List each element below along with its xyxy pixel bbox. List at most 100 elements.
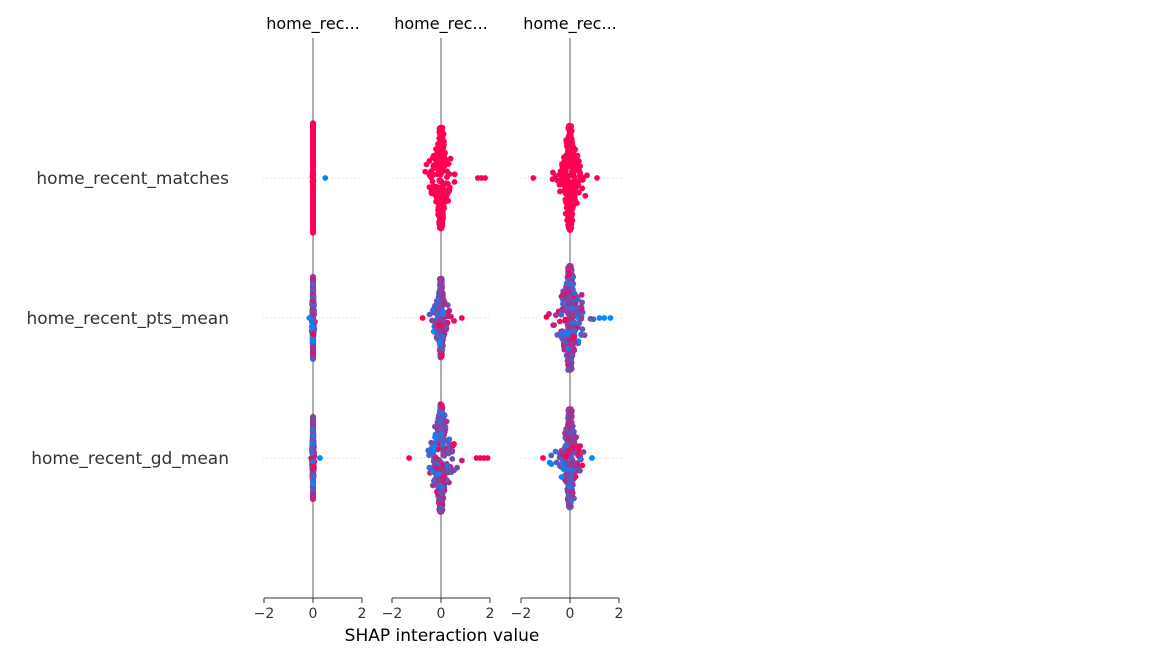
- point: [310, 281, 316, 288]
- point: [567, 281, 574, 288]
- point: [565, 288, 572, 295]
- point: [309, 426, 316, 433]
- outlier-point: [530, 175, 537, 181]
- outlier-point: [596, 315, 603, 321]
- points-home-recent-gd-mean: [406, 401, 491, 515]
- point: [438, 504, 444, 511]
- point: [564, 295, 571, 302]
- point: [441, 423, 447, 429]
- point: [446, 467, 453, 474]
- point: [587, 315, 594, 322]
- point: [565, 466, 572, 472]
- points-home-recent-gd-mean: [308, 414, 323, 503]
- point: [432, 304, 439, 310]
- point: [436, 135, 443, 142]
- point: [434, 312, 441, 319]
- x-tick-label: 0: [566, 606, 575, 622]
- feature-label-home-recent-pts-mean: home_recent_pts_mean: [26, 309, 229, 329]
- point: [435, 477, 442, 484]
- point: [428, 439, 435, 446]
- point: [564, 460, 571, 466]
- point: [441, 162, 448, 169]
- point: [571, 334, 577, 340]
- x-tick-label: −2: [254, 606, 275, 622]
- point: [451, 318, 457, 324]
- point: [550, 169, 556, 176]
- point: [573, 306, 580, 312]
- point: [573, 434, 580, 440]
- point: [310, 184, 316, 191]
- points-home-recent-gd-mean: [540, 406, 595, 511]
- point: [570, 328, 577, 334]
- point: [433, 152, 440, 158]
- point: [440, 475, 447, 482]
- point: [310, 492, 316, 499]
- point: [559, 161, 565, 167]
- point: [569, 340, 576, 347]
- point: [444, 463, 450, 469]
- point: [567, 416, 574, 423]
- point: [310, 473, 317, 480]
- point: [310, 127, 316, 134]
- point: [575, 451, 582, 458]
- point: [437, 496, 443, 503]
- outlier-point: [306, 315, 313, 321]
- point: [568, 473, 575, 480]
- point: [571, 463, 578, 470]
- point: [549, 176, 556, 183]
- points-home-recent-pts-mean: [543, 262, 614, 373]
- outlier-point: [458, 315, 465, 321]
- point: [440, 300, 446, 307]
- point: [310, 137, 316, 143]
- point: [440, 200, 447, 207]
- point: [576, 320, 582, 327]
- x-axis: −2 0 2: [254, 597, 366, 622]
- point: [422, 168, 429, 175]
- point: [310, 171, 317, 178]
- point: [445, 313, 452, 320]
- point: [445, 308, 452, 315]
- point: [562, 453, 569, 460]
- point: [310, 151, 316, 158]
- point: [310, 432, 317, 438]
- point: [580, 449, 587, 455]
- point: [578, 291, 585, 298]
- point: [437, 278, 444, 285]
- point: [447, 155, 454, 162]
- point: [565, 300, 572, 307]
- point: [546, 459, 553, 466]
- point: [566, 271, 573, 278]
- outlier-point: [484, 455, 491, 461]
- x-axis-label: SHAP interaction value: [345, 626, 540, 646]
- point: [557, 188, 563, 195]
- point: [566, 359, 572, 366]
- point: [563, 167, 569, 174]
- point: [562, 316, 569, 323]
- point: [459, 457, 465, 464]
- feature-label-home-recent-matches: home_recent_matches: [36, 169, 229, 189]
- point: [548, 452, 555, 459]
- point: [550, 322, 557, 328]
- point: [440, 441, 446, 448]
- point: [564, 142, 570, 149]
- x-tick-label: 0: [437, 606, 446, 622]
- point: [309, 444, 316, 451]
- point: [558, 474, 565, 480]
- point: [451, 171, 458, 178]
- point: [433, 162, 440, 168]
- point: [578, 331, 584, 338]
- point: [432, 454, 439, 461]
- point: [571, 347, 578, 354]
- point: [558, 311, 565, 318]
- points-home-recent-pts-mean: [306, 273, 318, 362]
- point: [446, 171, 453, 178]
- point: [557, 318, 563, 325]
- outlier-point: [322, 175, 329, 181]
- point: [576, 189, 582, 196]
- point: [426, 464, 433, 471]
- outlier-point: [540, 455, 546, 461]
- point: [568, 123, 575, 130]
- point: [567, 202, 574, 209]
- point: [446, 436, 453, 443]
